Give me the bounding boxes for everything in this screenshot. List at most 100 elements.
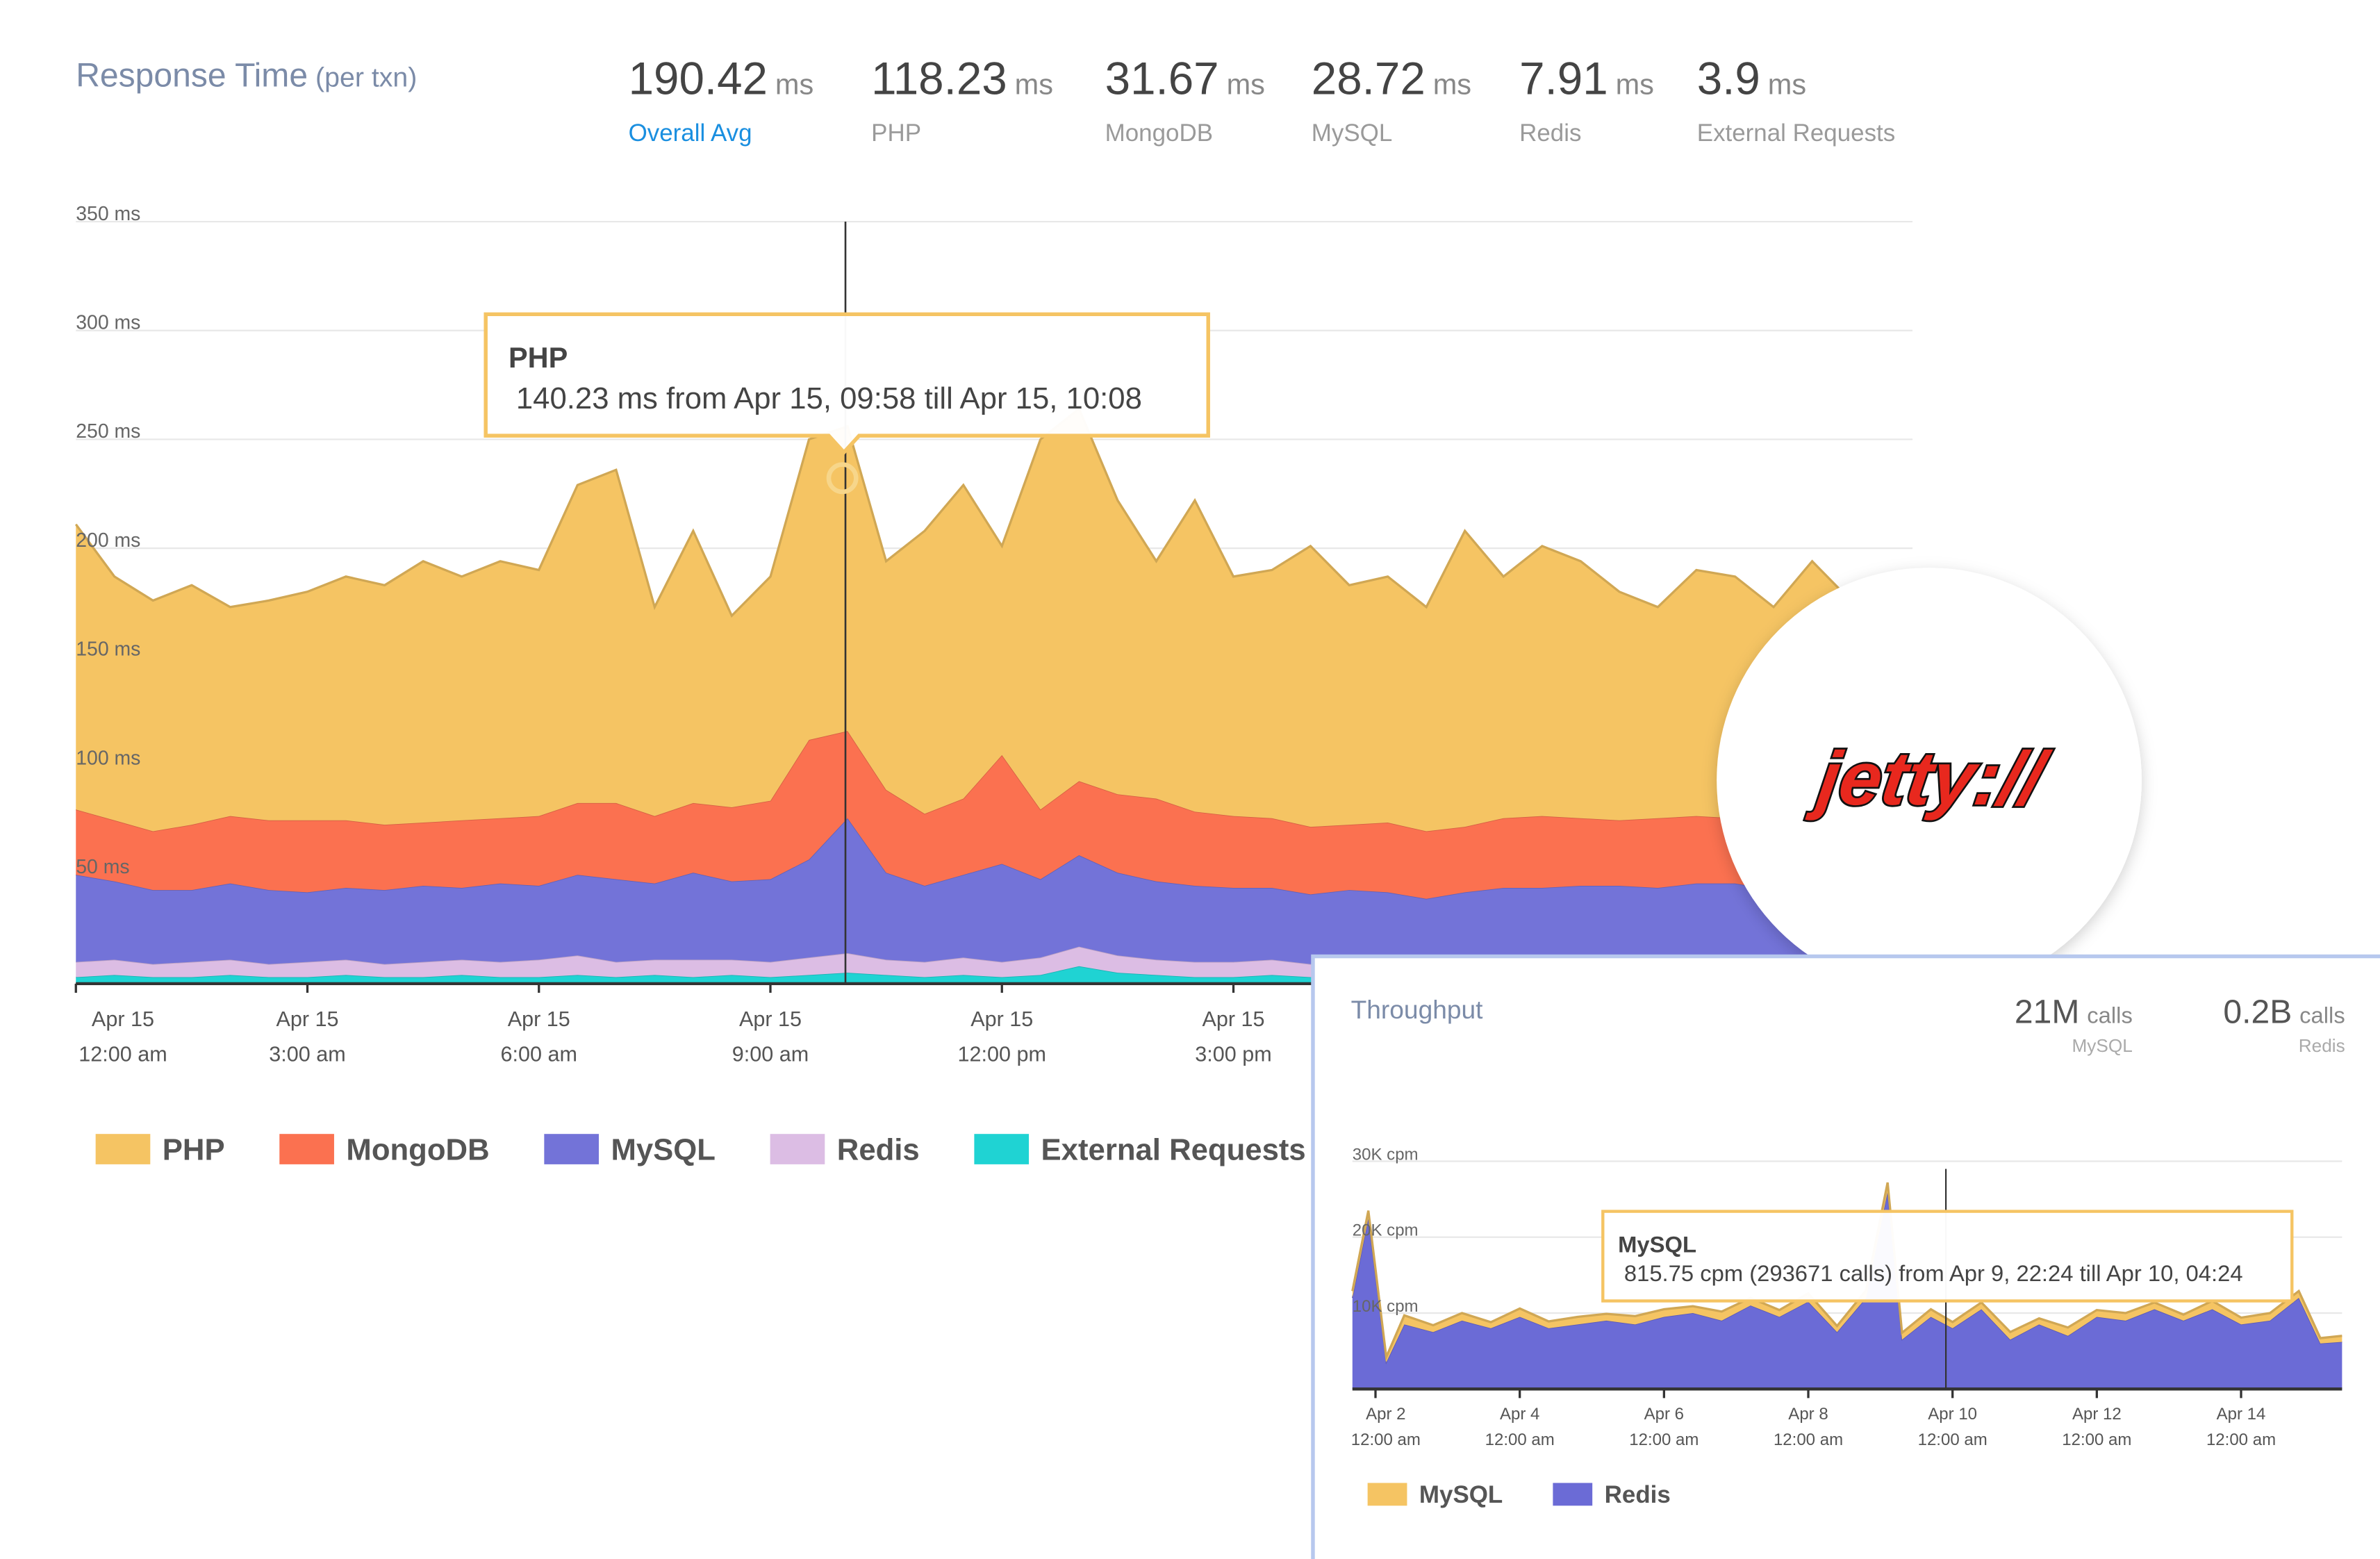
y-tick-label: 200 ms xyxy=(76,529,140,552)
hover-point xyxy=(826,462,859,495)
tooltip-box xyxy=(1601,1210,2294,1303)
logo-badge: jetty:// xyxy=(1717,568,2142,993)
x-tick-label: 12:00 am xyxy=(1485,1430,1555,1449)
y-tick-label: 10K cpm xyxy=(1353,1297,1419,1316)
x-tick-label: Apr 15 xyxy=(508,1007,570,1031)
stat: 28.72 ms xyxy=(1312,53,1471,104)
tooltip-text: 815.75 cpm (293671 calls) from Apr 9, 22… xyxy=(1624,1260,2243,1286)
x-tick-label: Apr 12 xyxy=(2072,1405,2122,1424)
legend-swatch xyxy=(1553,1483,1593,1506)
stat: 190.42 ms xyxy=(629,53,814,104)
stat-label: PHP xyxy=(871,119,921,147)
x-tick-label: 12:00 am xyxy=(1918,1430,1988,1449)
area-edge xyxy=(1351,1182,2342,1362)
stat-unit: ms xyxy=(775,67,813,100)
stat-unit: ms xyxy=(1433,67,1471,100)
subtitle: (per txn) xyxy=(315,63,417,93)
x-tick-label: Apr 15 xyxy=(1202,1007,1264,1031)
area xyxy=(76,818,1890,964)
legend-swatch xyxy=(544,1134,599,1164)
stat-unit: calls xyxy=(2299,1003,2345,1028)
stat-value: 21M xyxy=(2015,993,2079,1031)
x-tick-label: 12:00 am xyxy=(1629,1430,1699,1449)
x-tick-label: 12:00 pm xyxy=(957,1042,1046,1066)
stat-label: Overall Avg xyxy=(629,119,752,147)
stat-unit: ms xyxy=(1227,67,1265,100)
stat: 118.23 ms xyxy=(871,53,1053,104)
y-tick-label: 100 ms xyxy=(76,747,140,769)
x-tick-label: 12:00 am xyxy=(2062,1430,2131,1449)
x-tick-label: Apr 14 xyxy=(2217,1405,2266,1424)
x-tick-label: 12:00 am xyxy=(2206,1430,2276,1449)
y-tick-label: 50 ms xyxy=(76,856,129,878)
x-tick-label: 6:00 am xyxy=(500,1042,577,1066)
stat-value: 0.2B xyxy=(2223,993,2292,1031)
x-tick-label: Apr 15 xyxy=(276,1007,338,1031)
area xyxy=(76,731,1890,899)
x-tick-label: 12:00 am xyxy=(1351,1430,1421,1449)
stat-label: Redis xyxy=(2299,1035,2345,1056)
y-tick-label: 30K cpm xyxy=(1353,1145,1419,1164)
x-tick-label: Apr 15 xyxy=(970,1007,1033,1031)
stat-label: MySQL xyxy=(1312,119,1392,147)
stat-value: 3.9 xyxy=(1697,53,1760,104)
x-tick-label: Apr 8 xyxy=(1788,1405,1828,1424)
legend-label: Redis xyxy=(1605,1481,1671,1508)
legend-label: MySQL xyxy=(611,1132,716,1166)
stat: 0.2B calls xyxy=(2223,993,2345,1031)
legend-swatch xyxy=(95,1134,151,1164)
chart-title: Throughput xyxy=(1351,995,1484,1024)
stat-label: External Requests xyxy=(1697,119,1895,147)
legend-label: External Requests xyxy=(1041,1132,1306,1166)
y-tick-label: 150 ms xyxy=(76,638,140,661)
x-tick-label: 12:00 am xyxy=(78,1042,167,1066)
x-tick-label: 3:00 am xyxy=(269,1042,345,1066)
x-tick-label: Apr 2 xyxy=(1366,1405,1405,1424)
logo: jetty:// xyxy=(1805,737,2056,821)
y-tick-label: 20K cpm xyxy=(1353,1221,1419,1240)
stat: 31.67 ms xyxy=(1105,53,1265,104)
x-tick-label: Apr 15 xyxy=(739,1007,802,1031)
stat-label: MongoDB xyxy=(1105,119,1213,147)
y-tick-label: 300 ms xyxy=(76,312,140,334)
x-tick-label: 3:00 pm xyxy=(1195,1042,1271,1066)
stat-value: 7.91 xyxy=(1519,53,1608,104)
stat-unit: calls xyxy=(2087,1003,2133,1028)
tooltip-box xyxy=(484,312,1210,456)
stat-unit: ms xyxy=(1616,67,1654,100)
y-tick-label: 250 ms xyxy=(76,420,140,443)
x-tick-label: 12:00 am xyxy=(1774,1430,1843,1449)
tooltip-title: MySQL xyxy=(1618,1232,1696,1257)
legend-swatch xyxy=(1367,1483,1407,1506)
legend-label: PHP xyxy=(163,1132,225,1166)
x-tick-label: Apr 10 xyxy=(1928,1405,1977,1424)
stat: 3.9 ms xyxy=(1697,53,1806,104)
chart-title: Response Time (per txn) xyxy=(76,57,417,94)
stat-value: 28.72 xyxy=(1312,53,1425,104)
legend-swatch xyxy=(770,1134,825,1164)
legend-label: MySQL xyxy=(1419,1481,1503,1508)
stat-value: 190.42 xyxy=(629,53,768,104)
legend-swatch xyxy=(974,1134,1030,1164)
legend-swatch xyxy=(279,1134,334,1164)
area-edge xyxy=(74,406,1890,618)
x-tick-label: Apr 15 xyxy=(92,1007,154,1031)
stat-label: Redis xyxy=(1519,119,1581,147)
stat-unit: ms xyxy=(1015,67,1053,100)
legend-label: Redis xyxy=(837,1132,920,1166)
area xyxy=(1352,1191,2342,1389)
x-tick-label: Apr 6 xyxy=(1644,1405,1684,1424)
tooltip: MySQL 815.75 cpm (293671 calls) from Apr… xyxy=(1601,1169,2294,1389)
stat-label: MySQL xyxy=(2072,1035,2132,1056)
x-tick-label: 9:00 am xyxy=(732,1042,809,1066)
tooltip: PHP 140.23 ms from Apr 15, 09:58 till Ap… xyxy=(484,222,1210,984)
logo-circle xyxy=(1717,568,2142,993)
y-tick-label: 350 ms xyxy=(76,203,140,225)
stat: 21M calls xyxy=(2015,993,2133,1031)
title-text: Response Time xyxy=(76,57,308,94)
tooltip-text: 140.23 ms from Apr 15, 09:58 till Apr 15… xyxy=(516,381,1142,415)
x-tick-label: Apr 4 xyxy=(1500,1405,1539,1424)
stat: 7.91 ms xyxy=(1519,53,1654,104)
area xyxy=(1352,1182,2342,1363)
